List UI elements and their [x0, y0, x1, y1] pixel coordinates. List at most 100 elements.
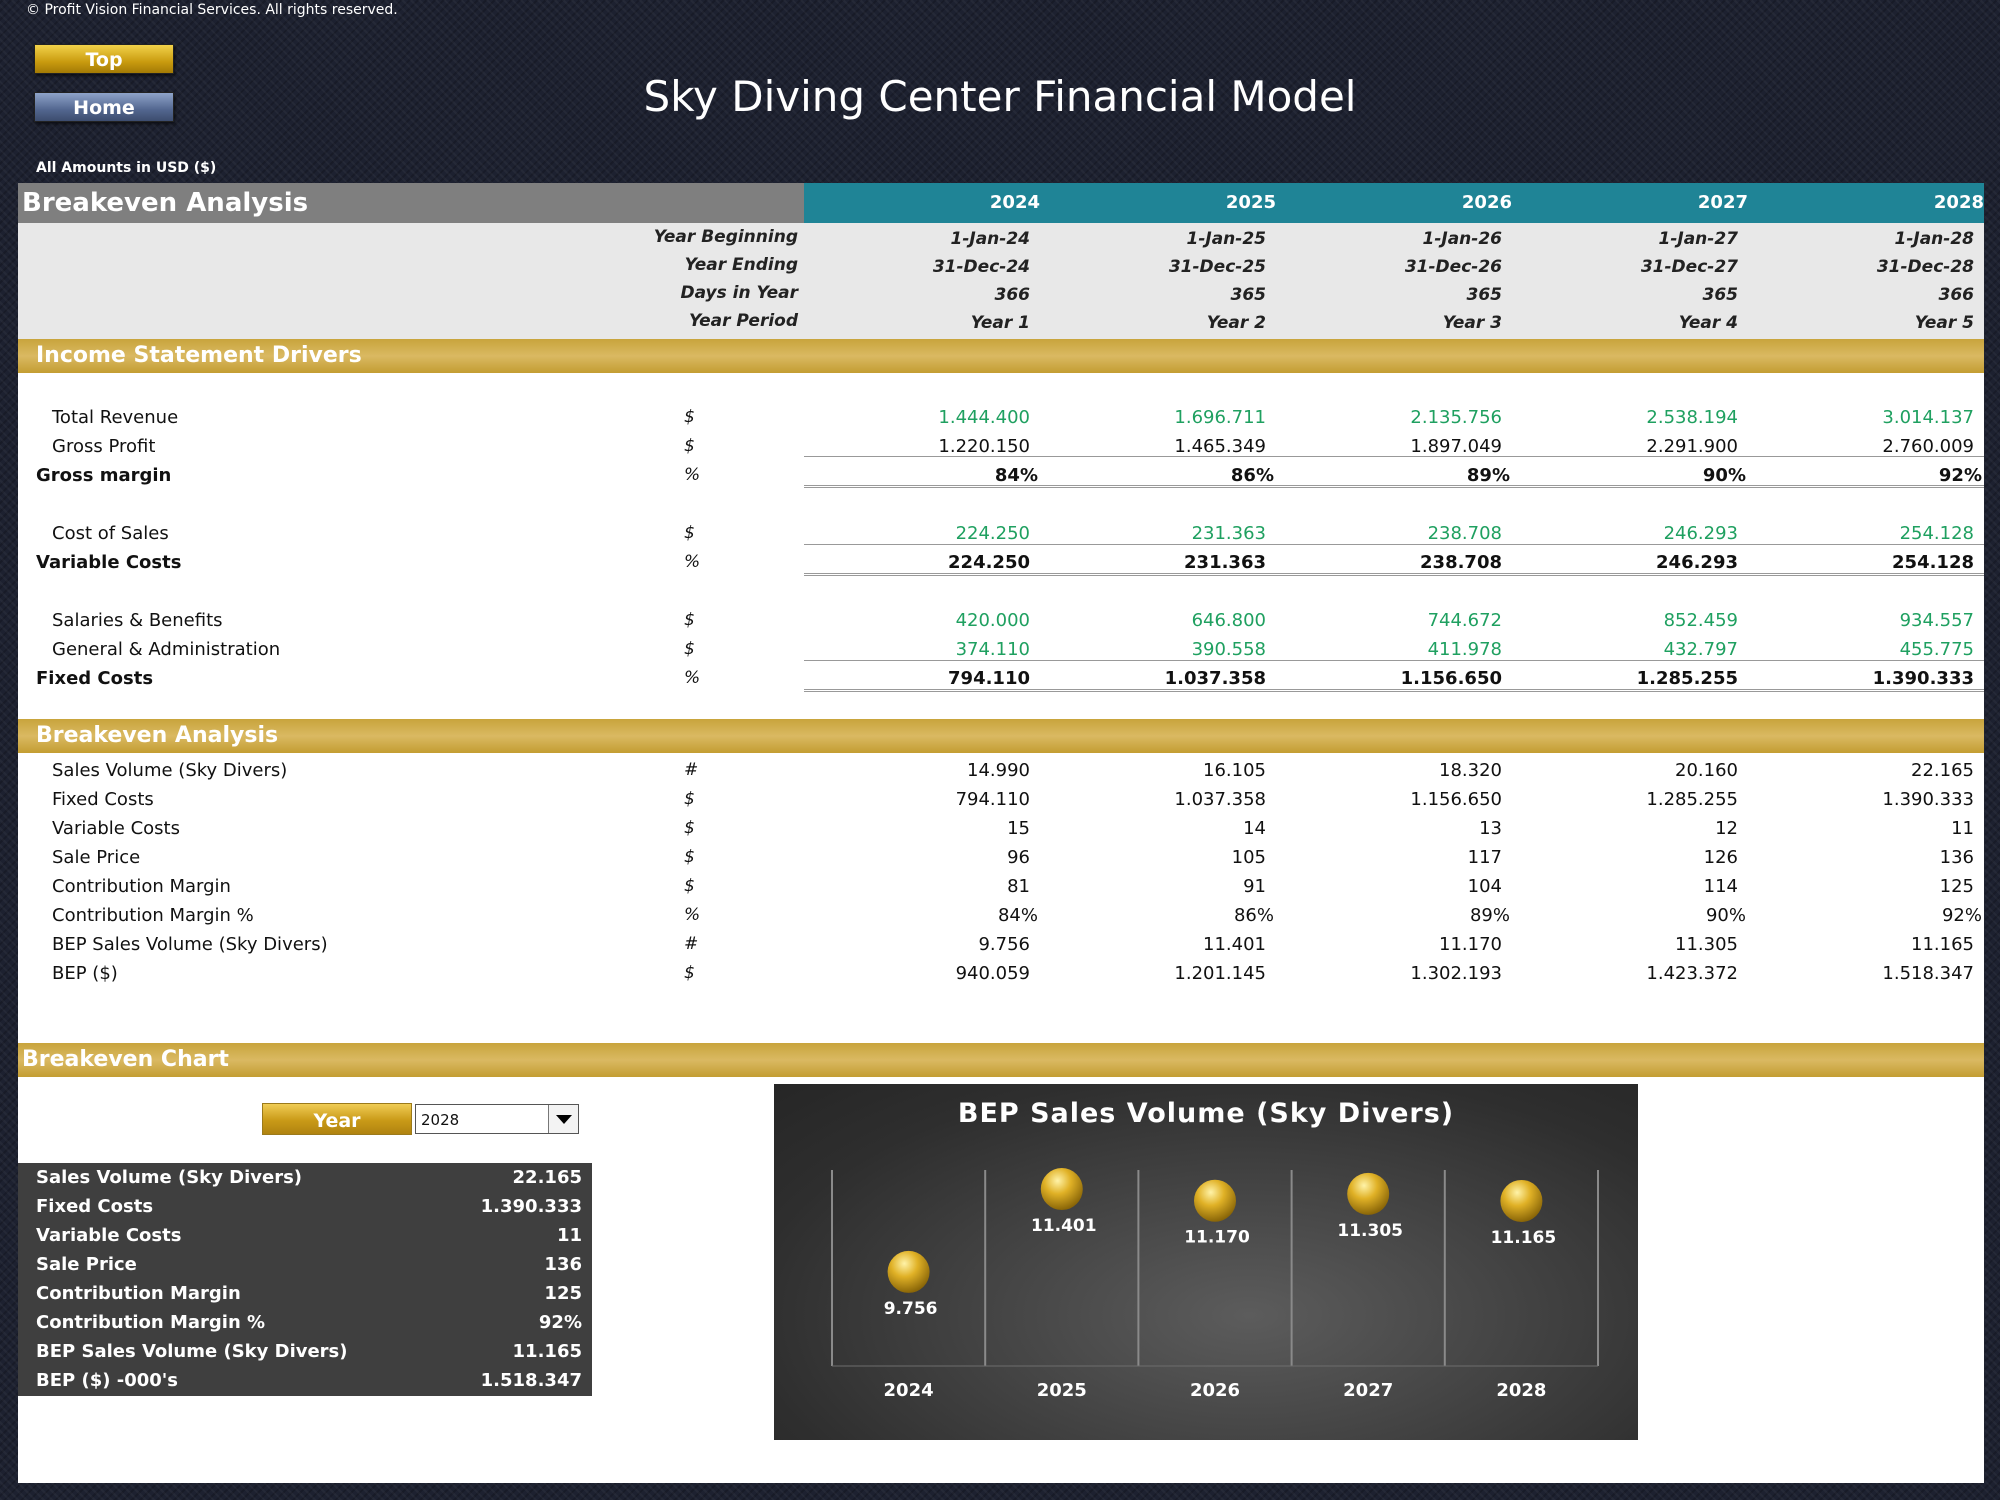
- value-cell: 2.291.900: [1646, 436, 1738, 457]
- value-cell: 96: [1007, 847, 1030, 868]
- breakeven-row: Fixed Costs $794.110 1.037.358 1.156.650 1.2…: [18, 785, 1984, 814]
- date-row-label: Year Ending: [684, 255, 798, 275]
- value-cell: 9.756: [978, 934, 1030, 955]
- income-row: Total Revenue $1.444.400 1.696.711 2.135.75…: [18, 403, 1984, 432]
- value-cell: 22.165: [1911, 760, 1974, 781]
- summary-value: 1.518.347: [480, 1370, 582, 1391]
- value-cell: 90%: [1702, 465, 1746, 486]
- value-cell: 646.800: [1191, 610, 1266, 631]
- breakeven-section-header: Breakeven Analysis: [18, 719, 1984, 753]
- value-cell: 940.059: [955, 963, 1030, 984]
- value-cell: 11.165: [1911, 934, 1974, 955]
- row-label: Total Revenue: [52, 407, 179, 428]
- row-label: Gross Profit: [52, 436, 156, 457]
- row-separator: [804, 689, 1984, 692]
- row-label: Cost of Sales: [52, 523, 169, 544]
- value-cell: 11.305: [1675, 934, 1738, 955]
- unit-label: $: [684, 639, 695, 659]
- value-cell: 254.128: [1892, 552, 1974, 573]
- value-cell: 86%: [1233, 905, 1274, 926]
- summary-row: Contribution Margin 125: [18, 1279, 592, 1308]
- value-cell: 11.170: [1439, 934, 1502, 955]
- value-cell: 89%: [1469, 905, 1510, 926]
- value-cell: 3.014.137: [1882, 407, 1974, 428]
- value-cell: 231.363: [1191, 523, 1266, 544]
- year-header: 2026: [1461, 192, 1512, 213]
- chevron-down-icon[interactable]: [548, 1105, 578, 1133]
- date-cell: Year 1: [970, 313, 1030, 333]
- chart-data-label: 11.170: [1184, 1228, 1250, 1248]
- date-cell: 1-Jan-27: [1658, 229, 1739, 249]
- currency-note: All Amounts in USD ($): [36, 160, 217, 176]
- row-label: BEP ($): [52, 963, 118, 984]
- value-cell: 1.897.049: [1410, 436, 1502, 457]
- summary-row: Sales Volume (Sky Divers) 22.165: [18, 1163, 592, 1192]
- row-label: Contribution Margin %: [52, 905, 254, 926]
- year-header: 2025: [1225, 192, 1276, 213]
- summary-value: 22.165: [512, 1167, 582, 1188]
- value-cell: 1.444.400: [938, 407, 1030, 428]
- date-row: Days in Year 366 365 365 365 366: [18, 279, 1984, 308]
- value-cell: 2.538.194: [1646, 407, 1738, 428]
- value-cell: 238.708: [1420, 552, 1502, 573]
- value-cell: 126: [1703, 847, 1738, 868]
- summary-label: Sale Price: [36, 1254, 137, 1275]
- value-cell: 246.293: [1663, 523, 1738, 544]
- chart-data-label: 11.401: [1031, 1216, 1097, 1236]
- value-cell: 1.285.255: [1636, 668, 1738, 689]
- value-cell: 125: [1939, 876, 1974, 897]
- value-cell: 852.459: [1663, 610, 1738, 631]
- home-button[interactable]: Home: [34, 92, 174, 122]
- value-cell: 1.423.372: [1646, 963, 1738, 984]
- unit-label: $: [684, 436, 695, 456]
- value-cell: 136: [1939, 847, 1974, 868]
- chart-point: [1194, 1179, 1236, 1222]
- unit-label: $: [684, 847, 695, 867]
- date-cell: 31-Dec-24: [932, 257, 1030, 277]
- value-cell: 1.518.347: [1882, 963, 1974, 984]
- value-cell: 20.160: [1675, 760, 1738, 781]
- date-cell: Year 5: [1914, 313, 1974, 333]
- summary-row: Contribution Margin % 92%: [18, 1308, 592, 1337]
- year-dropdown[interactable]: 2028: [415, 1104, 579, 1134]
- summary-row: BEP Sales Volume (Sky Divers) 11.165: [18, 1337, 592, 1366]
- income-row: Fixed Costs% 794.110 1.037.358 1.156.650 1.2…: [18, 664, 1984, 693]
- section-title: Breakeven Analysis: [18, 183, 804, 223]
- date-cell: 365: [1466, 285, 1503, 305]
- chart-point: [1347, 1172, 1390, 1215]
- unit-label: %: [684, 552, 701, 572]
- chart-point: [1500, 1179, 1543, 1222]
- income-section-header: Income Statement Drivers: [18, 339, 1984, 373]
- value-cell: 1.037.358: [1164, 668, 1266, 689]
- date-cell: 1-Jan-26: [1422, 229, 1503, 249]
- value-cell: 1.156.650: [1400, 668, 1502, 689]
- value-cell: 934.557: [1899, 610, 1974, 631]
- value-cell: 105: [1231, 847, 1266, 868]
- breakeven-row: Contribution Margin $81 91 104 114 125: [18, 872, 1984, 901]
- value-cell: 84%: [994, 465, 1038, 486]
- value-cell: 14.990: [967, 760, 1030, 781]
- summary-value: 125: [544, 1283, 582, 1304]
- breakeven-row: BEP Sales Volume (Sky Divers) #9.756 11.40…: [18, 930, 1984, 959]
- bep-chart: BEP Sales Volume (Sky Divers) 9.756 2024 1…: [774, 1084, 1638, 1440]
- value-cell: 1.696.711: [1174, 407, 1266, 428]
- summary-row: BEP ($) -000's 1.518.347: [18, 1366, 592, 1395]
- unit-label: $: [684, 876, 695, 896]
- date-cell: 366: [994, 285, 1031, 305]
- unit-label: %: [684, 668, 701, 688]
- chart-title: BEP Sales Volume (Sky Divers): [957, 1098, 1455, 1129]
- value-cell: 2.760.009: [1882, 436, 1974, 457]
- date-cell: Year 4: [1678, 313, 1738, 333]
- value-cell: 13: [1479, 818, 1502, 839]
- value-cell: 455.775: [1899, 639, 1974, 660]
- summary-value: 11: [556, 1225, 582, 1246]
- year-header: 2028: [1933, 192, 1984, 213]
- top-button[interactable]: Top: [34, 44, 174, 74]
- summary-value: 11.165: [512, 1341, 582, 1362]
- unit-label: $: [684, 789, 695, 809]
- chart-tick-label: 2025: [1037, 1380, 1087, 1401]
- value-cell: 254.128: [1899, 523, 1974, 544]
- value-cell: 411.978: [1427, 639, 1502, 660]
- income-row: General & Administration $374.110 390.558 4…: [18, 635, 1984, 664]
- summary-value: 92%: [538, 1312, 582, 1333]
